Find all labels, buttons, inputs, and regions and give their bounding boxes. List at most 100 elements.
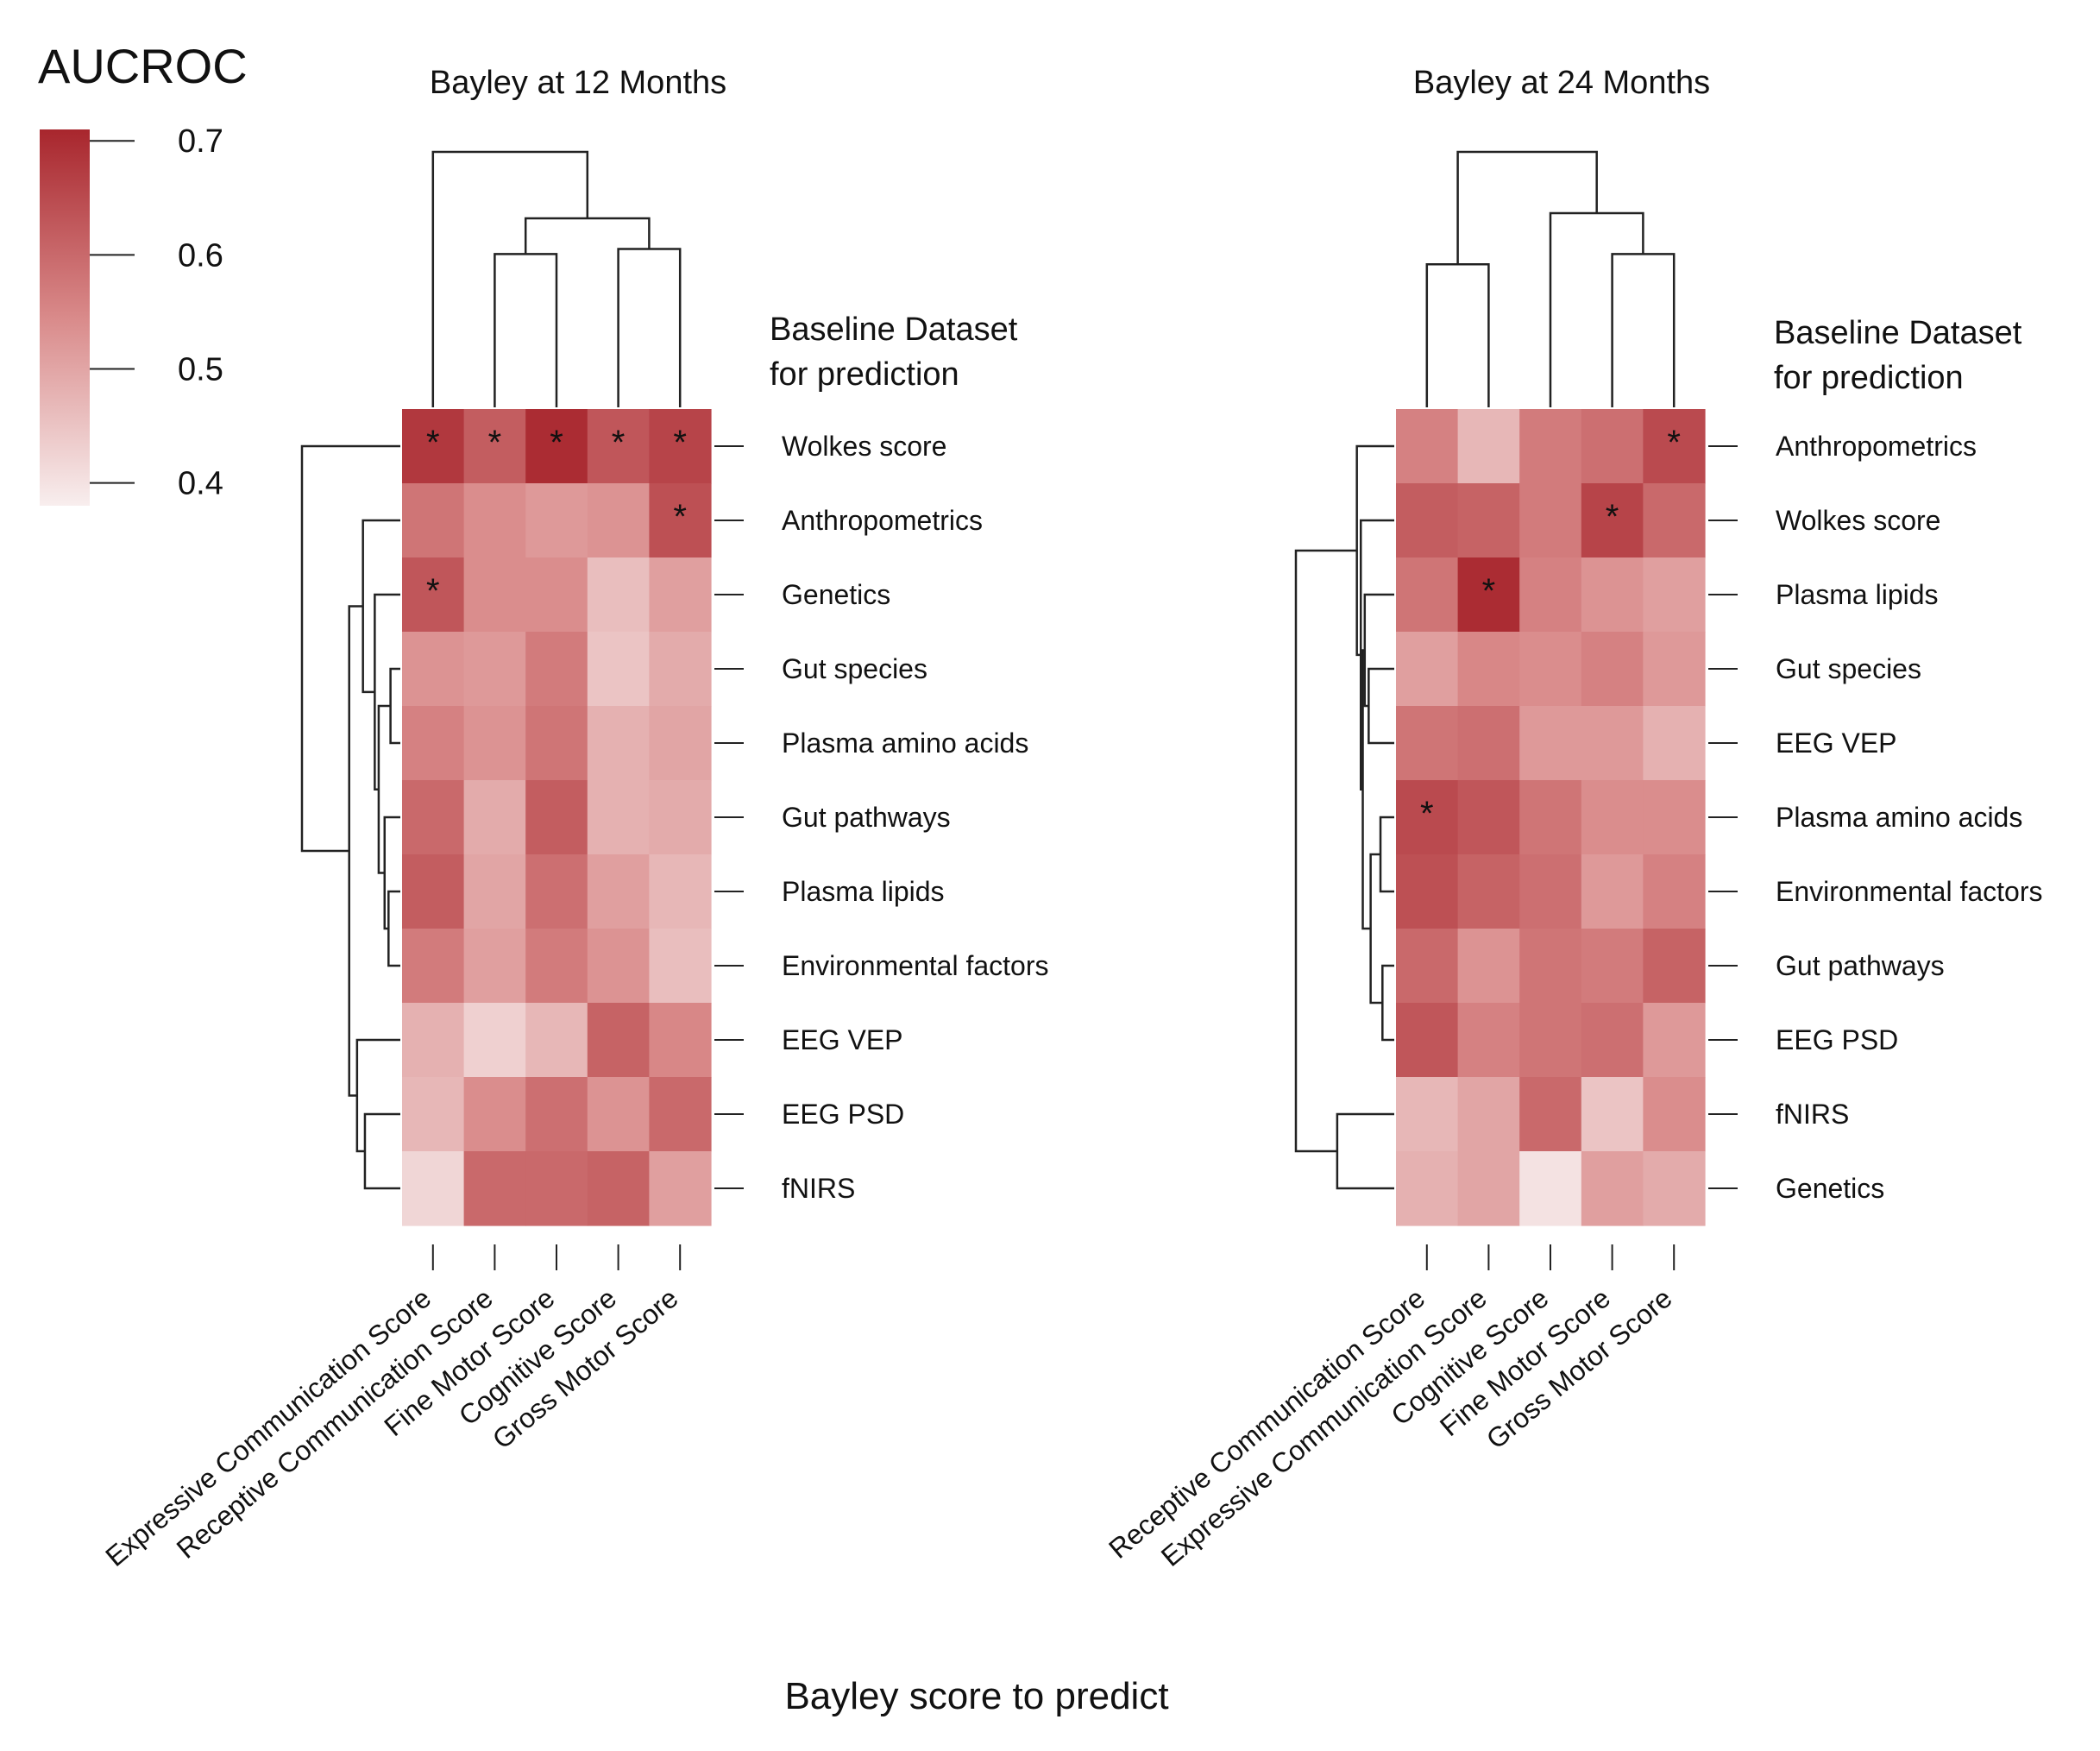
significance-star: * bbox=[673, 498, 687, 536]
heatmap-cells: * * * * * * * bbox=[402, 409, 712, 1226]
legend-tick-label: 0.7 bbox=[178, 123, 223, 160]
heatmap-cell bbox=[1457, 706, 1520, 781]
color-legend: AUCROC 0.7 0.6 0.5 0.4 bbox=[38, 39, 248, 506]
heatmap-cell bbox=[463, 1003, 526, 1078]
heatmap-cell bbox=[649, 929, 712, 1004]
heatmap-cell bbox=[587, 557, 650, 633]
dendrogram bbox=[300, 150, 682, 1190]
heatmap-cell bbox=[1457, 1003, 1520, 1078]
row-header-line-1: Baseline Dataset bbox=[770, 312, 1018, 348]
heatmap-cell bbox=[1519, 409, 1582, 484]
heatmap-cell bbox=[1396, 1003, 1459, 1078]
heatmap-cell bbox=[1643, 780, 1706, 855]
heatmap-cell bbox=[525, 1151, 588, 1226]
heatmap-cell bbox=[402, 483, 465, 558]
heatmap-cell bbox=[1396, 557, 1459, 633]
heatmap-cell bbox=[1519, 1151, 1582, 1226]
heatmap-cell bbox=[1581, 557, 1644, 633]
row-dendrogram-branch bbox=[363, 1112, 400, 1190]
row-dendrogram-branch bbox=[1359, 519, 1394, 790]
heatmap-cell bbox=[1643, 929, 1706, 1004]
row-label: Gut pathways bbox=[1776, 950, 1945, 981]
row-dendrogram-branch bbox=[355, 1038, 400, 1153]
heatmap-cell bbox=[649, 854, 712, 929]
x-axis-title: Bayley score to predict bbox=[784, 1675, 1168, 1717]
row-dendrogram-branch bbox=[1379, 816, 1394, 893]
heatmap-cell bbox=[587, 632, 650, 707]
heatmap-cell bbox=[1396, 1077, 1459, 1152]
row-header-line-1: Baseline Dataset bbox=[1774, 315, 2022, 351]
heatmap-cell bbox=[1396, 483, 1459, 558]
heatmap-cell bbox=[402, 780, 465, 855]
heatmap-cell bbox=[1457, 854, 1520, 929]
heatmap-cell bbox=[1396, 706, 1459, 781]
heatmap-cell bbox=[1581, 1077, 1644, 1152]
legend-tick-label: 0.5 bbox=[178, 351, 223, 387]
significance-star: * bbox=[426, 424, 440, 462]
heatmap-cell bbox=[1581, 483, 1644, 558]
heatmap-cell bbox=[587, 1077, 650, 1152]
heatmap-cell bbox=[463, 409, 526, 484]
row-dendrogram-branch bbox=[1368, 667, 1394, 745]
row-label: Gut pathways bbox=[782, 802, 951, 833]
heatmap-cell bbox=[1396, 780, 1459, 855]
heatmap-cell bbox=[463, 1077, 526, 1152]
row-label: Plasma amino acids bbox=[782, 727, 1028, 759]
heatmap-cell bbox=[1396, 854, 1459, 929]
heatmap-cell bbox=[587, 854, 650, 929]
heatmap-cell bbox=[402, 409, 465, 484]
significance-star: * bbox=[1667, 424, 1681, 462]
row-header-line-2: for prediction bbox=[770, 356, 959, 393]
legend-title: AUCROC bbox=[38, 39, 248, 93]
significance-star: * bbox=[426, 572, 440, 610]
heatmap-cell bbox=[402, 1077, 465, 1152]
heatmap-cell bbox=[1396, 929, 1459, 1004]
heatmap-cell bbox=[1457, 1077, 1520, 1152]
column-dendrogram-branch bbox=[431, 150, 589, 407]
row-dendrogram-branch bbox=[1336, 1112, 1394, 1190]
heatmap-cell bbox=[463, 929, 526, 1004]
column-dendrogram-branch bbox=[1549, 211, 1644, 407]
legend-ticks: 0.7 0.6 0.5 0.4 bbox=[90, 123, 223, 502]
heatmap-cell bbox=[1457, 483, 1520, 558]
heatmap-cell bbox=[525, 1003, 588, 1078]
heatmap-cell bbox=[463, 632, 526, 707]
heatmap-cell bbox=[525, 780, 588, 855]
heatmap-cell bbox=[1457, 409, 1520, 484]
heatmap-cell bbox=[1457, 632, 1520, 707]
significance-star: * bbox=[1606, 498, 1619, 536]
row-label: EEG PSD bbox=[1776, 1024, 1898, 1055]
heatmap-cell bbox=[525, 1077, 588, 1152]
heatmap-cell bbox=[1643, 483, 1706, 558]
column-dendrogram-branch bbox=[494, 253, 558, 407]
heatmap-cell bbox=[1581, 1003, 1644, 1078]
heatmap-panel-24-months: Bayley at 24 Months Baseline Dataset for… bbox=[1103, 65, 2042, 1572]
heatmap-cell bbox=[587, 1003, 650, 1078]
column-dendrogram-branch bbox=[1456, 150, 1598, 265]
heatmap-cell bbox=[649, 706, 712, 781]
heatmap-cell bbox=[402, 1003, 465, 1078]
legend-color-bar bbox=[40, 129, 90, 506]
heatmap-cell bbox=[463, 706, 526, 781]
heatmap-cell bbox=[1581, 854, 1644, 929]
heatmap-cell bbox=[1396, 1151, 1459, 1226]
row-label: Anthropometrics bbox=[782, 505, 983, 536]
heatmap-cell bbox=[525, 409, 588, 484]
heatmap-cell bbox=[1519, 929, 1582, 1004]
heatmap-cell bbox=[1581, 409, 1644, 484]
column-dendrogram-branch bbox=[617, 248, 682, 407]
heatmap-cell bbox=[649, 557, 712, 633]
heatmap-cell bbox=[1519, 483, 1582, 558]
row-label: Wolkes score bbox=[782, 431, 946, 462]
heatmap-cell bbox=[1643, 1003, 1706, 1078]
heatmap-cell bbox=[649, 632, 712, 707]
heatmap-cell bbox=[1519, 557, 1582, 633]
row-dendrogram-branch bbox=[1294, 549, 1357, 1153]
row-dendrogram-branch bbox=[348, 605, 363, 1097]
row-label: Gut species bbox=[1776, 653, 1921, 684]
heatmap-cell bbox=[587, 929, 650, 1004]
heatmap-cell bbox=[1581, 780, 1644, 855]
row-dendrogram-branch bbox=[1381, 964, 1394, 1042]
heatmap-cell bbox=[1581, 1151, 1644, 1226]
heatmap-cell bbox=[525, 632, 588, 707]
